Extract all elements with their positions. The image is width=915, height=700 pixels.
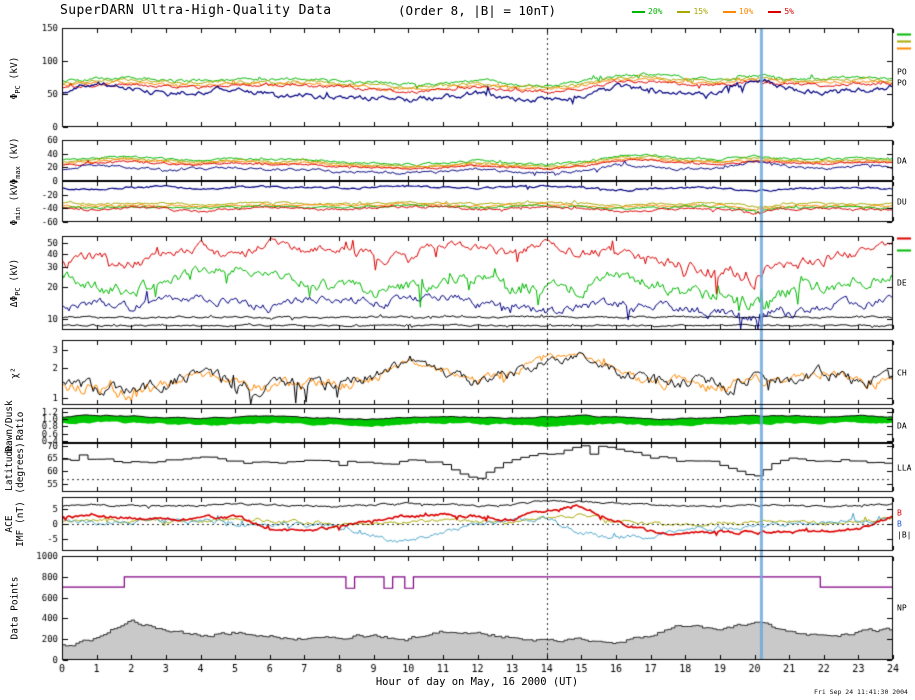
legend-item-20pct: 20% [632,7,662,16]
legend-label-10pct: 10% [738,7,754,16]
legend-item-5pct: 5% [768,7,794,16]
percentile-legend: 20% 15% 10% 5% [632,7,794,16]
legend-item-10pct: 10% [722,7,754,16]
page-title: SuperDARN Ultra-High-Quality Data [60,3,332,18]
timestamp: Fri Sep 24 11:41:30 2004 [814,688,908,696]
legend-label-15pct: 15% [693,7,708,16]
page-subtitle: (Order 8, |B| = 10nT) [398,3,557,18]
legend-label-20pct: 20% [648,7,663,16]
legend-label-5pct: 5% [784,7,794,16]
x-axis-title: Hour of day on May, 16 2000 (UT) [375,676,579,688]
legend-swatch-5pct-icon [768,10,782,13]
legend-swatch-10pct-icon [722,10,736,13]
legend-item-15pct: 15% [677,7,708,16]
legend-swatch-15pct-icon [677,10,691,13]
legend-swatch-20pct-icon [632,10,645,13]
